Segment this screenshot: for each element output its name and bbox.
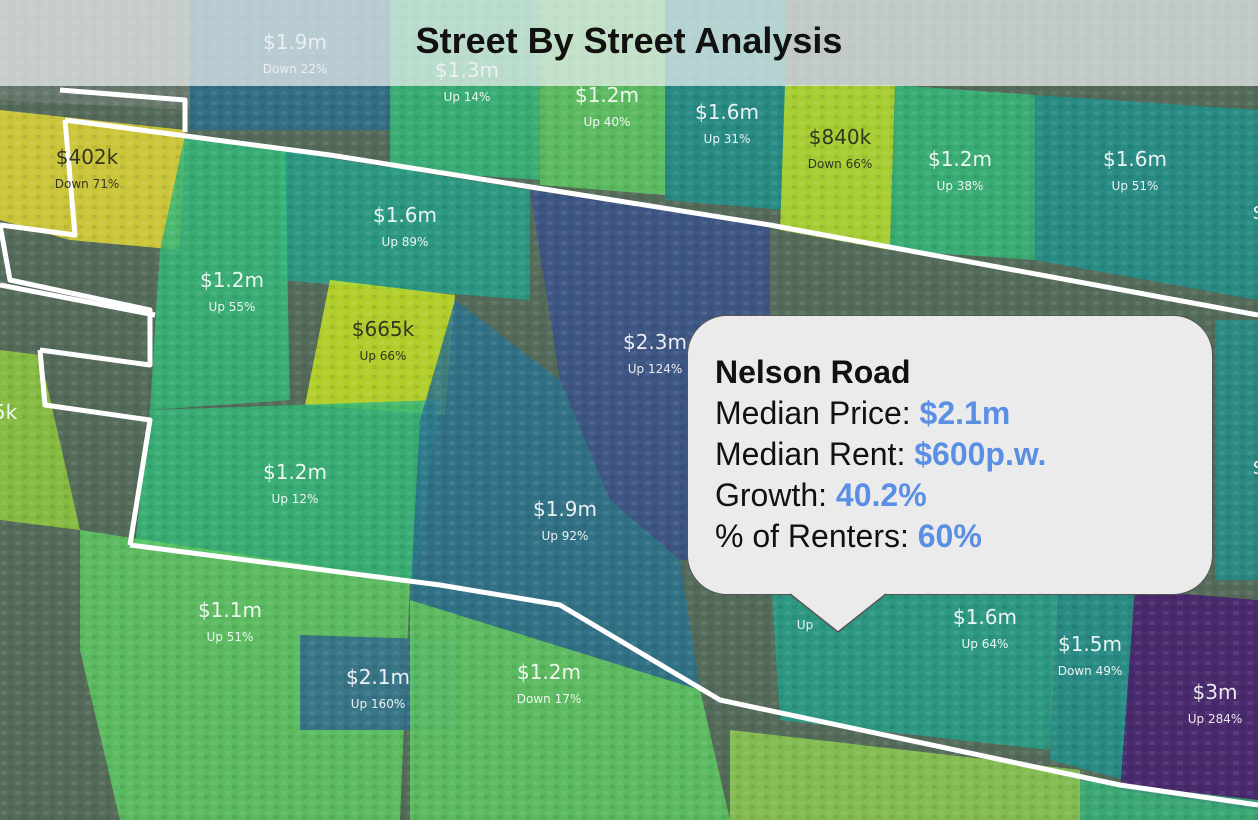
zone-label-z16: $2.1m Up 160% [303,665,453,711]
zone-change: Up 92% [541,529,589,543]
zone-label-z7: $1.6m Up 51% [1060,147,1210,193]
zone-label-z17: $1.2m Down 17% [474,660,624,706]
renters-value: 60% [917,518,982,554]
zone-label-z6: $1.2m Up 38% [885,147,1035,193]
zone-price: $665k [351,317,415,341]
zone-change: Down 71% [54,177,120,191]
zone-price: $1.2m [516,660,581,684]
zone-label-z13: $1.2m Up 12% [220,460,370,506]
growth-label: Growth: [715,477,836,513]
right-edge-price-2: $1 [1190,455,1258,479]
callout-renters: % of Renters: 60% [715,516,1046,557]
median-price-label: Median Price: [715,395,920,431]
median-rent-value: $600p.w. [914,436,1047,472]
zone-change: Up 66% [359,349,407,363]
zone-change: Down 66% [807,157,873,171]
zone-label-z10: $1.2m Up 55% [157,268,307,314]
zone-label-left-edge: 5k [0,400,80,424]
callout-median-price: Median Price: $2.1m [715,393,1046,434]
zone-label-hidden: Up [730,610,880,632]
growth-value: 40.2% [835,477,927,513]
renters-label: % of Renters: [715,518,918,554]
zone-change: Up 14% [443,90,491,104]
zone-change: Up 31% [703,132,751,146]
callout-content: Nelson Road Median Price: $2.1m Median R… [715,352,1046,557]
zone-label-z8: $402k Down 71% [12,145,162,191]
zone-price: $1.2m [262,460,327,484]
zone-change: Up 51% [206,630,254,644]
title-bar [0,0,1258,86]
zone-change: Up 124% [627,362,683,376]
zone-label-z5: $840k Down 66% [765,125,915,171]
median-rent-label: Median Rent: [715,436,915,472]
zone-price: $840k [808,125,872,149]
zone-change: Up 40% [583,115,631,129]
street-boundaries [0,87,1258,808]
zone-change: Up 284% [1187,712,1243,726]
zone-change: Up 55% [208,300,256,314]
callout-median-rent: Median Rent: $600p.w. [715,434,1046,475]
zone-price: $3m [1192,680,1238,704]
zone-change: Down 17% [516,692,582,706]
zone-change: Down 49% [1057,664,1123,678]
zone-price: $1.9m [532,497,597,521]
zone-label-z15: $1.1m Up 51% [155,598,305,644]
zone-price: $1.6m [952,605,1017,629]
callout-road-name: Nelson Road [715,354,911,390]
zone-price: $1.6m [1102,147,1167,171]
zone-label-right-edge-1: $1 [1190,200,1258,224]
left-edge-price: 5k [0,400,18,424]
street-callout [687,315,1213,595]
zone-price: $1.6m [694,100,759,124]
zone-change: Up 160% [350,697,406,711]
zone-label-z11: $665k Up 66% [308,317,458,363]
hidden-change: Up [796,618,814,632]
zone-price: $1.2m [574,83,639,107]
zone-price: $402k [55,145,119,169]
zone-label-z12: $2.3m Up 124% [580,330,730,376]
zone-price: $1.5m [1057,632,1122,656]
zone-label-z9: $1.6m Up 89% [330,203,480,249]
zone-price: $1.2m [927,147,992,171]
zone-price: $2.1m [345,665,410,689]
zone-label-right-edge-2: $1 [1190,455,1258,479]
zone-label-z4: $1.6m Up 31% [652,100,802,146]
callout-growth: Growth: 40.2% [715,475,1046,516]
zone-price: $1.6m [372,203,437,227]
zone-change: Up 89% [381,235,429,249]
median-price-value: $2.1m [919,395,1011,431]
zone-price: $1.2m [199,268,264,292]
zone-label-z19: $1.5m Down 49% [1015,632,1165,678]
zone-label-z3: $1.2m Up 40% [532,83,682,129]
zone-change: Up 64% [961,637,1009,651]
zone-label-z18: $1.6m Up 64% [910,605,1060,651]
right-edge-price-1: $1 [1190,200,1258,224]
zone-price: $2.3m [622,330,687,354]
zone-price: $1.1m [197,598,262,622]
page-title: Street By Street Analysis [415,20,843,61]
zone-label-z20: $3m Up 284% [1140,680,1258,726]
zone-change: Up 51% [1111,179,1159,193]
zone-change: Up 12% [271,492,319,506]
zone-label-z14: $1.9m Up 92% [490,497,640,543]
zone-change: Up 38% [936,179,984,193]
